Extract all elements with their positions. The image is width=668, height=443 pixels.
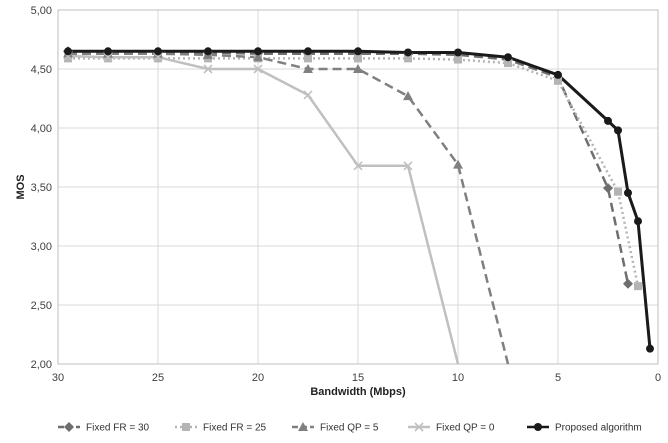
x-tick-label: 30 — [52, 372, 64, 384]
legend-label: Fixed FR = 30 — [86, 423, 150, 434]
data-point-series-3 — [203, 64, 213, 74]
data-point-series-2 — [403, 91, 413, 101]
legend-label: Fixed QP = 0 — [436, 423, 495, 434]
x-axis-title: Bandwidth (Mbps) — [310, 386, 406, 398]
y-tick-label: 2,50 — [31, 300, 52, 312]
y-tick-label: 3,50 — [31, 182, 52, 194]
legend-label: Proposed algorithm — [555, 423, 642, 434]
data-point-series-1 — [64, 54, 72, 63]
x-marker-stroke — [414, 422, 424, 432]
data-point-series-3 — [253, 64, 263, 74]
data-point-series-4 — [154, 47, 162, 56]
x-marker-stroke — [353, 161, 363, 171]
grid — [57, 9, 659, 365]
legend-marker — [534, 423, 542, 431]
data-point-series-4 — [104, 47, 112, 56]
data-point-series-1 — [354, 54, 362, 63]
x-marker-stroke — [153, 52, 163, 62]
x-tick-label: 20 — [252, 372, 264, 384]
data-point-series-1 — [504, 59, 512, 68]
data-point-series-1 — [634, 282, 642, 291]
y-tick-label: 3,00 — [31, 241, 52, 253]
data-point-series-2 — [453, 159, 463, 169]
legend-marker — [64, 422, 74, 432]
x-marker-stroke — [403, 161, 413, 171]
x-tick-label: 15 — [352, 372, 364, 384]
data-point-series-4 — [614, 126, 622, 135]
plot-frame — [57, 9, 659, 365]
data-point-series-2 — [303, 64, 313, 73]
data-point-series-2 — [353, 64, 363, 73]
data-point-series-4 — [604, 116, 612, 125]
data-point-series-4 — [404, 48, 412, 57]
series-line-4 — [68, 49, 652, 349]
data-point-series-3 — [103, 52, 113, 62]
y-tick-label: 5,00 — [31, 5, 52, 17]
x-tick-label: 5 — [555, 372, 561, 384]
legend-label: Fixed QP = 5 — [320, 423, 379, 434]
y-tick-label: 2,00 — [31, 359, 52, 371]
data-point-series-4 — [64, 47, 72, 56]
data-point-series-4 — [634, 217, 642, 226]
series-group — [67, 49, 652, 364]
data-point-series-4 — [254, 47, 262, 56]
data-point-series-4 — [646, 344, 654, 353]
data-point-series-4 — [204, 47, 212, 56]
data-point-series-1 — [104, 54, 112, 63]
legend-marker — [298, 422, 308, 431]
x-marker-stroke — [103, 52, 113, 62]
series-line-2 — [68, 52, 510, 364]
x-marker-stroke — [203, 64, 213, 74]
data-point-series-4 — [354, 47, 362, 56]
data-point-series-1 — [454, 55, 462, 64]
legend-item: Fixed QP = 5 — [292, 422, 379, 434]
data-point-series-1 — [404, 54, 412, 63]
data-point-series-1 — [614, 187, 622, 196]
x-tick-label: 0 — [655, 372, 661, 384]
legend-item: Proposed algorithm — [527, 423, 642, 434]
tick-labels: 2,00 2,50 3,00 3,50 4,00 4,50 5,00 30 25 20 15 10 5 0 — [31, 5, 661, 384]
legend-item: Fixed FR = 25 — [175, 423, 267, 434]
data-point-series-0 — [603, 183, 613, 194]
series-line-0 — [67, 50, 630, 285]
data-point-series-1 — [304, 54, 312, 63]
legend-item: Fixed QP = 0 — [408, 422, 495, 434]
data-point-series-3 — [353, 161, 363, 171]
data-point-series-4 — [504, 53, 512, 62]
x-marker-stroke — [253, 64, 263, 74]
data-point-series-4 — [454, 48, 462, 57]
data-point-series-1 — [554, 76, 562, 85]
legend-item: Fixed FR = 30 — [58, 422, 150, 434]
data-point-series-4 — [554, 70, 562, 79]
legend-label: Fixed FR = 25 — [203, 423, 267, 434]
series-line-1 — [68, 57, 640, 287]
x-tick-label: 25 — [152, 372, 164, 384]
y-tick-label: 4,00 — [31, 123, 52, 135]
x-tick-label: 10 — [452, 372, 464, 384]
data-point-series-4 — [304, 47, 312, 56]
data-point-series-1 — [154, 54, 162, 63]
data-point-series-2 — [253, 52, 263, 62]
legend-marker — [414, 422, 424, 432]
data-point-series-3 — [153, 52, 163, 62]
markers-group — [63, 46, 654, 353]
data-point-series-3 — [403, 161, 413, 171]
y-axis-title: MOS — [15, 174, 27, 199]
y-tick-label: 4,50 — [31, 64, 52, 76]
data-point-series-3 — [303, 90, 313, 100]
x-marker-stroke — [303, 90, 313, 100]
data-point-series-4 — [624, 188, 632, 197]
legend-marker — [182, 423, 190, 431]
legend: Fixed FR = 30 Fixed FR = 25 Fixed QP = 5 Fi… — [58, 422, 642, 434]
data-point-series-0 — [623, 278, 633, 289]
series-line-3 — [67, 54, 460, 364]
